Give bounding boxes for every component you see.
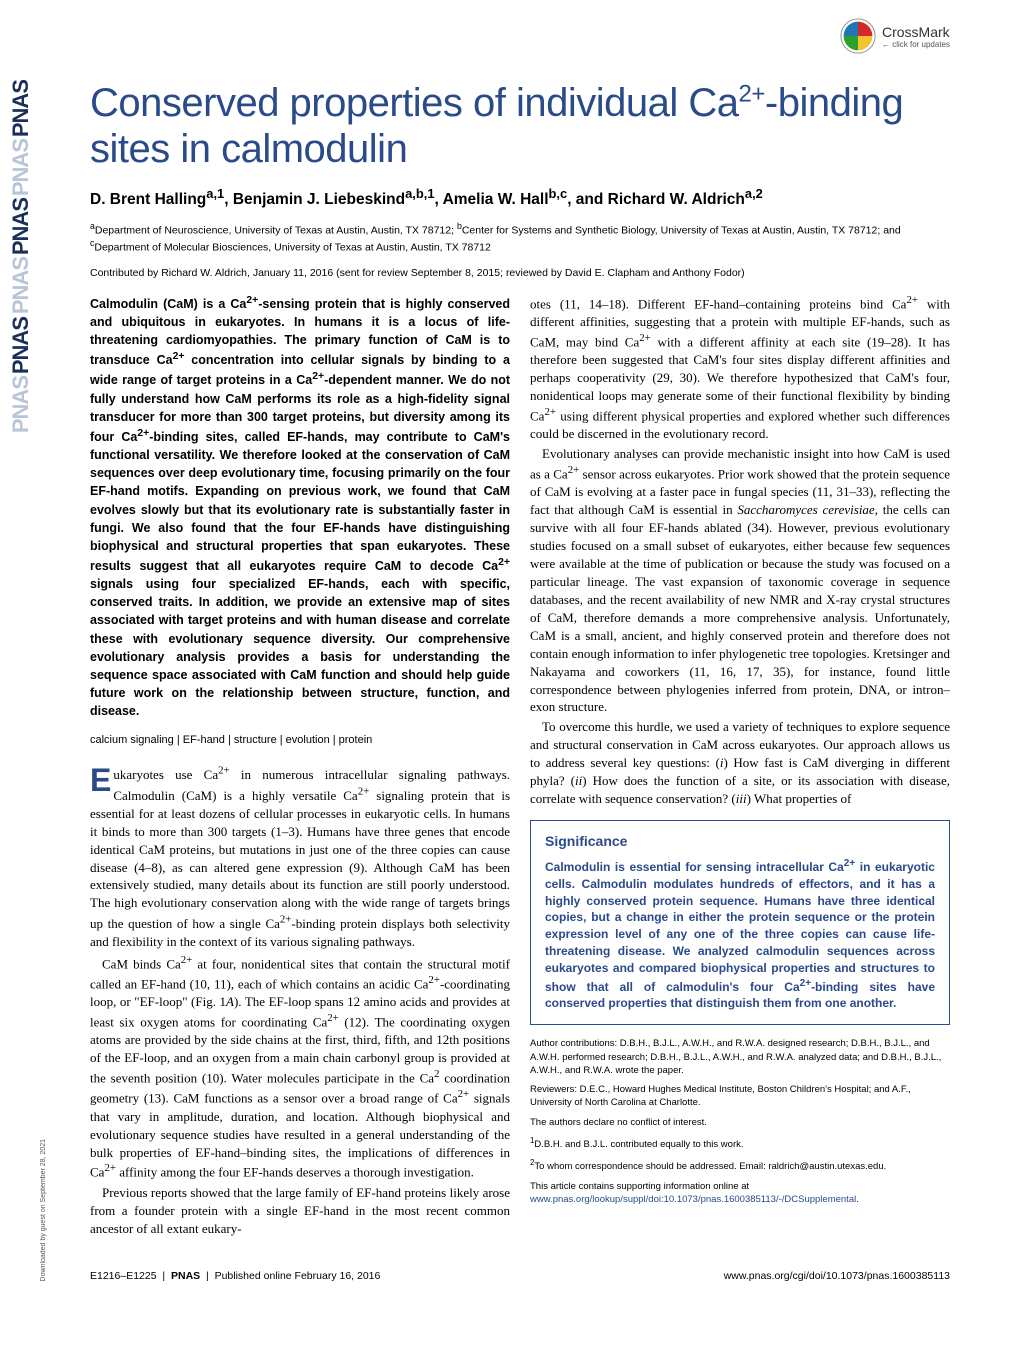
right-column: otes (11, 14–18). Different EF-hand–cont… — [530, 293, 950, 1240]
download-notice: Downloaded by guest on September 28, 202… — [40, 1139, 47, 1281]
page-range: E1216–E1225 — [90, 1270, 157, 1282]
significance-box: Significance Calmodulin is essential for… — [530, 820, 950, 1025]
significance-text: Calmodulin is essential for sensing intr… — [545, 857, 935, 1012]
dropcap: E — [90, 764, 113, 794]
crossmark-badge[interactable]: CrossMark ← click for updates — [840, 18, 950, 54]
equal-contribution: 1D.B.H. and B.J.L. contributed equally t… — [530, 1135, 950, 1151]
supplement-link[interactable]: www.pnas.org/lookup/suppl/doi:10.1073/pn… — [530, 1194, 856, 1205]
body-text-right: otes (11, 14–18). Different EF-hand–cont… — [530, 293, 950, 809]
crossmark-icon — [840, 18, 876, 54]
correspondence: 2To whom correspondence should be addres… — [530, 1157, 950, 1173]
pub-date: Published online February 16, 2016 — [215, 1270, 381, 1282]
two-column-body: Calmodulin (CaM) is a Ca2+-sensing prote… — [90, 293, 950, 1240]
article-title: Conserved properties of individual Ca2+-… — [90, 80, 950, 172]
affiliations: aDepartment of Neuroscience, University … — [90, 221, 950, 254]
left-column: Calmodulin (CaM) is a Ca2+-sensing prote… — [90, 293, 510, 1240]
conflict-statement: The authors declare no conflict of inter… — [530, 1116, 950, 1129]
significance-heading: Significance — [545, 833, 935, 849]
journal-name: PNAS — [171, 1270, 200, 1282]
author-contributions: Author contributions: D.B.H., B.J.L., A.… — [530, 1037, 950, 1077]
supplement-note: This article contains supporting informa… — [530, 1180, 950, 1207]
footnotes: Author contributions: D.B.H., B.J.L., A.… — [530, 1037, 950, 1206]
abstract: Calmodulin (CaM) is a Ca2+-sensing prote… — [90, 293, 510, 721]
author-list: D. Brent Hallinga,1, Benjamin J. Liebesk… — [90, 186, 950, 209]
doi-url: www.pnas.org/cgi/doi/10.1073/pnas.160038… — [724, 1270, 950, 1282]
page-footer: E1216–E1225 | PNAS | Published online Fe… — [90, 1264, 950, 1282]
body-text-left: Eukaryotes use Ca2+ in numerous intracel… — [90, 764, 510, 1237]
keywords: calcium signaling | EF-hand | structure … — [90, 734, 510, 746]
contributed-line: Contributed by Richard W. Aldrich, Janua… — [90, 267, 950, 279]
reviewers: Reviewers: D.E.C., Howard Hughes Medical… — [530, 1083, 950, 1110]
crossmark-label: CrossMark ← click for updates — [882, 24, 950, 49]
